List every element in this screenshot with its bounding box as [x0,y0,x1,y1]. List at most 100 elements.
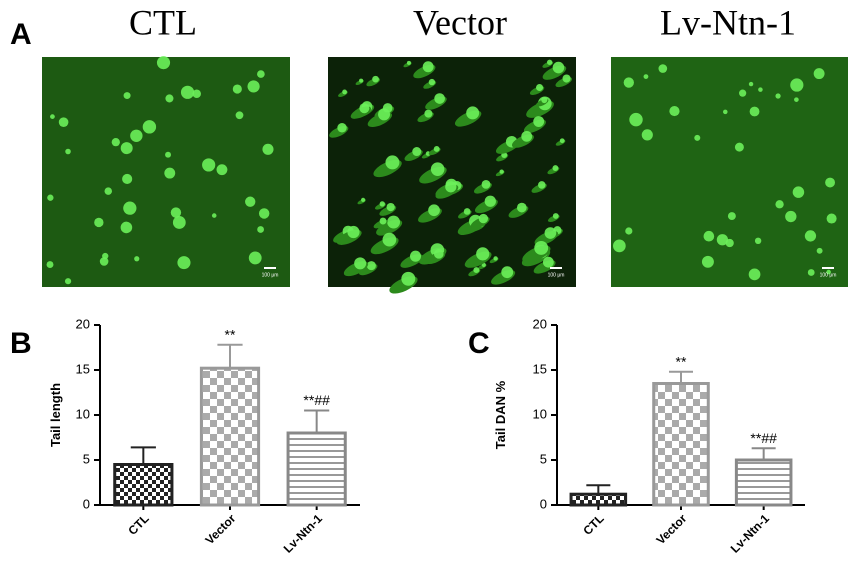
bar [286,431,347,507]
nucleus [235,111,244,120]
nucleus [552,213,559,219]
y-tick-label: 20 [533,316,547,331]
x-tick-label: CTL [580,511,606,537]
nucleus [172,216,186,229]
nucleus [372,75,379,83]
nucleus [538,181,546,189]
nucleus [387,215,400,229]
bar [199,366,261,507]
nucleus [484,195,496,207]
scale-bar [822,267,834,269]
nucleus [430,162,445,176]
nucleus [734,142,744,152]
nucleus [164,167,176,179]
nucleus [180,85,195,99]
nucleus [337,123,347,133]
y-axis-label: Tail length [48,383,63,447]
nucleus [754,237,762,245]
nucleus [542,256,554,268]
bar [652,382,710,507]
nucleus [409,250,422,262]
nucleus [641,129,653,141]
scale-bar-label: 100 μm [820,272,837,278]
nucleus [156,56,171,70]
nucleus [47,194,54,201]
panel-label: B [10,327,32,360]
nucleus [122,173,133,185]
nucleus [826,213,837,224]
nucleus [804,230,817,242]
nucleus [102,252,109,260]
nucleus [401,271,416,286]
y-tick-label: 15 [533,361,547,376]
nucleus [177,256,191,270]
nucleus [794,97,799,102]
bar [569,492,628,507]
y-tick-label: 15 [76,361,90,376]
nucleus [257,226,264,233]
bar [734,458,793,507]
nucleus [165,151,172,158]
nucleus [501,266,514,279]
nucleus [739,89,747,97]
significance-label: **## [750,430,777,446]
panel-label: A [10,18,32,51]
nucleus [65,148,71,155]
nucleus [546,59,553,65]
nucleus [258,208,270,219]
nucleus [247,80,260,93]
bar [113,463,174,507]
nucleus [826,269,831,275]
scale-bar-label: 100 μm [548,272,565,278]
nucleus [64,278,72,285]
scale-bar [264,267,276,269]
y-tick-label: 0 [540,496,547,511]
nucleus [493,256,498,261]
nucleus [433,249,444,259]
nucleus [232,84,242,94]
nucleus [58,117,69,127]
nucleus [541,96,548,104]
nucleus [792,186,805,198]
nucleus [749,106,760,117]
nucleus [463,208,471,215]
nucleus [379,201,385,207]
nucleus [202,158,216,172]
nucleus [385,155,400,170]
nucleus [428,78,436,86]
nucleus [813,68,825,80]
nucleus [434,93,445,104]
nucleus [785,210,797,223]
nucleus [359,78,364,83]
y-axis-label: Tail DAN % [493,380,508,449]
nucleus [342,89,347,95]
nucleus [111,138,120,147]
nucleus [120,221,133,234]
nucleus [816,247,823,254]
image-title: Vector [413,2,507,42]
nucleus [552,61,565,74]
x-tick-label: Vector [654,511,690,547]
nucleus [533,116,545,127]
x-tick-label: Lv-Ntn-1 [281,511,326,556]
nucleus [428,204,440,217]
nucleus [748,268,761,281]
nucleus [445,181,457,193]
nucleus [123,201,137,215]
nucleus [716,234,729,246]
nucleus [354,257,367,270]
nucleus [625,227,633,235]
nucleus [476,247,490,261]
nucleus [359,103,370,114]
nucleus [658,64,668,73]
nucleus [134,256,140,262]
nucleus [433,145,440,152]
nucleus [123,92,131,100]
nucleus [534,240,549,255]
nucleus [216,164,228,176]
y-tick-label: 10 [76,406,90,421]
nucleus [94,217,104,228]
x-tick-label: CTL [125,511,151,537]
nucleus [727,212,736,221]
